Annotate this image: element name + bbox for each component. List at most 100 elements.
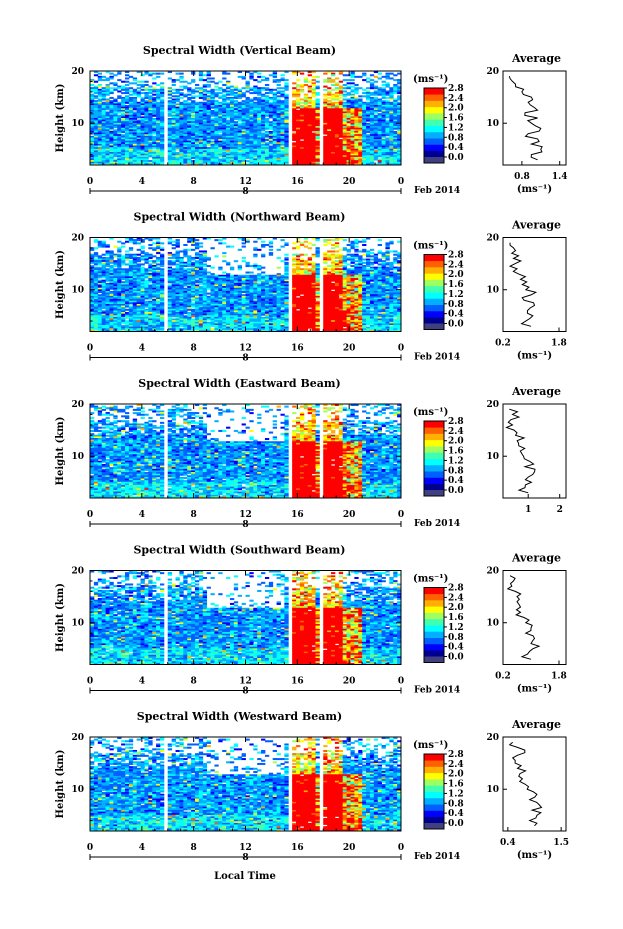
x-axis-label: Local Time xyxy=(214,871,276,882)
colorbar-swatch xyxy=(424,305,444,312)
day-label: 8 xyxy=(242,187,248,197)
colorbar-tick-label: 0.8 xyxy=(448,466,464,476)
y-tick-label: 10 xyxy=(71,619,84,629)
heatmap-cells xyxy=(90,238,401,332)
colorbar-swatch xyxy=(424,280,444,287)
date-label: Feb 2014 xyxy=(414,852,460,862)
colorbar-tick-label: 0.4 xyxy=(448,310,464,320)
colorbar-tick-label: 2.4 xyxy=(448,94,464,104)
colorbar-tick-label: 1.6 xyxy=(448,780,464,790)
colorbar-tick-label: 1.6 xyxy=(448,114,464,124)
x-tick-label: 0 xyxy=(398,177,404,187)
colorbar-tick-label: 0.4 xyxy=(448,476,464,486)
average-y-tick-label: 20 xyxy=(486,400,499,410)
average-x-tick-label: 1.4 xyxy=(552,172,568,182)
panel-1: Spectral Width (Vertical Beam)1020Height… xyxy=(55,44,568,197)
colorbar-unit: (ms⁻¹) xyxy=(413,241,448,252)
colorbar-swatch xyxy=(424,101,444,108)
average-y-tick-label: 10 xyxy=(486,286,499,296)
y-tick-label: 20 xyxy=(71,733,84,743)
average-x-tick-label: 0.2 xyxy=(495,672,511,682)
colorbar-tick-label: 1.2 xyxy=(448,456,464,466)
colorbar-swatch xyxy=(424,113,444,120)
colorbar-swatch xyxy=(424,292,444,299)
colorbar-tick-label: 0.8 xyxy=(448,300,464,310)
colorbar-swatch xyxy=(424,798,444,805)
x-tick-label: 0 xyxy=(87,344,93,354)
x-tick-label: 20 xyxy=(343,843,356,853)
y-tick-label: 10 xyxy=(71,119,84,129)
average-profile-line xyxy=(510,742,542,826)
average-y-tick-label: 10 xyxy=(486,785,499,795)
average-x-tick-label: 1 xyxy=(525,505,531,515)
colorbar-unit: (ms⁻¹) xyxy=(413,407,448,418)
colorbar-tick-label: 0.4 xyxy=(448,643,464,653)
colorbar-swatch xyxy=(424,619,444,626)
x-tick-label: 20 xyxy=(343,177,356,187)
x-tick-label: 4 xyxy=(139,510,145,520)
colorbar-tick-label: 2.0 xyxy=(448,104,464,114)
y-axis-label: Height (km) xyxy=(55,84,66,153)
colorbar-swatch xyxy=(424,631,444,638)
y-axis-label: Height (km) xyxy=(55,583,66,652)
colorbar-tick-label: 0.8 xyxy=(448,799,464,809)
x-tick-label: 8 xyxy=(191,510,197,520)
average-x-tick-label: 1.8 xyxy=(551,672,567,682)
x-tick-label: 8 xyxy=(191,344,197,354)
colorbar-tick-label: 0.4 xyxy=(448,809,464,819)
average-y-tick-label: 10 xyxy=(486,119,499,129)
colorbar-tick-label: 2.4 xyxy=(448,593,464,603)
x-tick-label: 20 xyxy=(343,677,356,687)
day-label: 8 xyxy=(242,354,248,364)
y-tick-label: 10 xyxy=(71,785,84,795)
average-y-tick-label: 20 xyxy=(486,67,499,77)
colorbar-swatch xyxy=(424,588,444,595)
y-tick-label: 10 xyxy=(71,286,84,296)
colorbar-swatch xyxy=(424,760,444,767)
colorbar-tick-label: 0.8 xyxy=(448,633,464,643)
average-y-tick-label: 10 xyxy=(486,452,499,462)
colorbar-underflow xyxy=(424,823,444,829)
panel-3: Spectral Width (Eastward Beam)1020Height… xyxy=(55,377,566,530)
y-axis-label: Height (km) xyxy=(55,750,66,819)
day-label: 8 xyxy=(242,687,248,697)
colorbar-swatch xyxy=(424,606,444,613)
colorbar-swatch xyxy=(424,298,444,305)
average-profile-line xyxy=(509,76,542,160)
x-tick-label: 4 xyxy=(139,344,145,354)
colorbar-tick-label: 1.6 xyxy=(448,447,464,457)
x-tick-label: 0 xyxy=(398,344,404,354)
colorbar-swatch xyxy=(424,810,444,817)
colorbar-swatch xyxy=(424,465,444,472)
colorbar-swatch xyxy=(424,311,444,318)
colorbar-swatch xyxy=(424,792,444,799)
colorbar-swatch xyxy=(424,779,444,786)
colorbar-tick-label: 0.0 xyxy=(448,153,464,163)
colorbar-underflow xyxy=(424,324,444,330)
average-x-label: (ms⁻¹) xyxy=(517,184,552,195)
day-label: 8 xyxy=(242,853,248,863)
colorbar-tick-label: 2.8 xyxy=(448,750,464,760)
colorbar-tick-label: 1.6 xyxy=(448,613,464,623)
colorbar-swatch xyxy=(424,594,444,601)
y-tick-label: 20 xyxy=(71,567,84,577)
average-profile-line xyxy=(508,576,539,660)
x-tick-label: 0 xyxy=(398,843,404,853)
colorbar-tick-label: 2.8 xyxy=(448,251,464,261)
colorbar-swatch xyxy=(424,446,444,453)
colorbar-underflow xyxy=(424,657,444,663)
colorbar-tick-label: 1.2 xyxy=(448,623,464,633)
colorbar-tick-label: 0.0 xyxy=(448,653,464,663)
x-tick-label: 0 xyxy=(87,843,93,853)
date-label: Feb 2014 xyxy=(414,519,460,529)
y-axis-label: Height (km) xyxy=(55,250,66,319)
heatmap-cells xyxy=(90,737,401,831)
y-tick-label: 10 xyxy=(71,452,84,462)
colorbar-swatch xyxy=(424,427,444,434)
average-y-tick-label: 10 xyxy=(486,619,499,629)
colorbar-tick-label: 2.4 xyxy=(448,260,464,270)
